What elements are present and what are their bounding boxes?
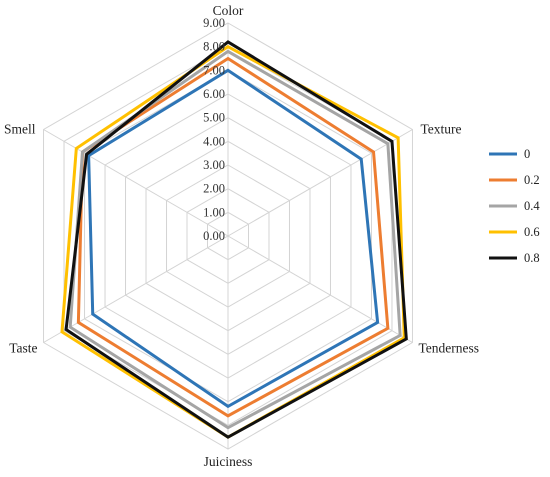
tick-label: 1.00	[203, 205, 225, 219]
legend-label: 0	[524, 147, 530, 161]
axis-label-smell: Smell	[4, 122, 36, 137]
axis-name-layer: Color Texture Tenderness Juiciness Taste Smel…	[4, 3, 479, 469]
legend-label: 0.2	[524, 173, 540, 187]
tick-label: 7.00	[203, 63, 225, 77]
legend: 0 0.2 0.4 0.6 0.8	[489, 147, 540, 265]
axis-label-juiciness: Juiciness	[204, 454, 253, 469]
axis-spoke	[43, 235, 229, 343]
axis-spoke	[43, 129, 229, 237]
series-layer	[60, 40, 408, 439]
tick-label: 6.00	[203, 87, 225, 101]
axis-label-color: Color	[213, 3, 244, 18]
axis-label-tenderness: Tenderness	[418, 341, 479, 356]
axis-spoke	[227, 235, 413, 343]
legend-label: 0.8	[524, 251, 540, 265]
tick-label-layer: 0.00 1.00 2.00 3.00 4.00 5.00 6.00 7.00 8.00 9.00	[203, 16, 225, 243]
tick-label: 2.00	[203, 182, 225, 196]
legend-label: 0.6	[524, 225, 540, 239]
tick-label: 3.00	[203, 158, 225, 172]
axis-label-taste: Taste	[9, 341, 37, 356]
series-line-0-6	[60, 44, 406, 439]
series-line-0-4	[68, 49, 402, 430]
series-line-0-8	[64, 40, 408, 439]
tick-label: 8.00	[203, 40, 225, 54]
tick-label: 5.00	[203, 111, 225, 125]
tick-label: 0.00	[203, 229, 225, 243]
grid-layer	[43, 22, 413, 450]
tick-label: 4.00	[203, 134, 225, 148]
series-line-0	[87, 68, 380, 409]
axis-label-texture: Texture	[420, 122, 461, 137]
tick-label: 9.00	[203, 16, 225, 30]
legend-label: 0.4	[524, 199, 540, 213]
axis-spoke	[227, 129, 413, 237]
